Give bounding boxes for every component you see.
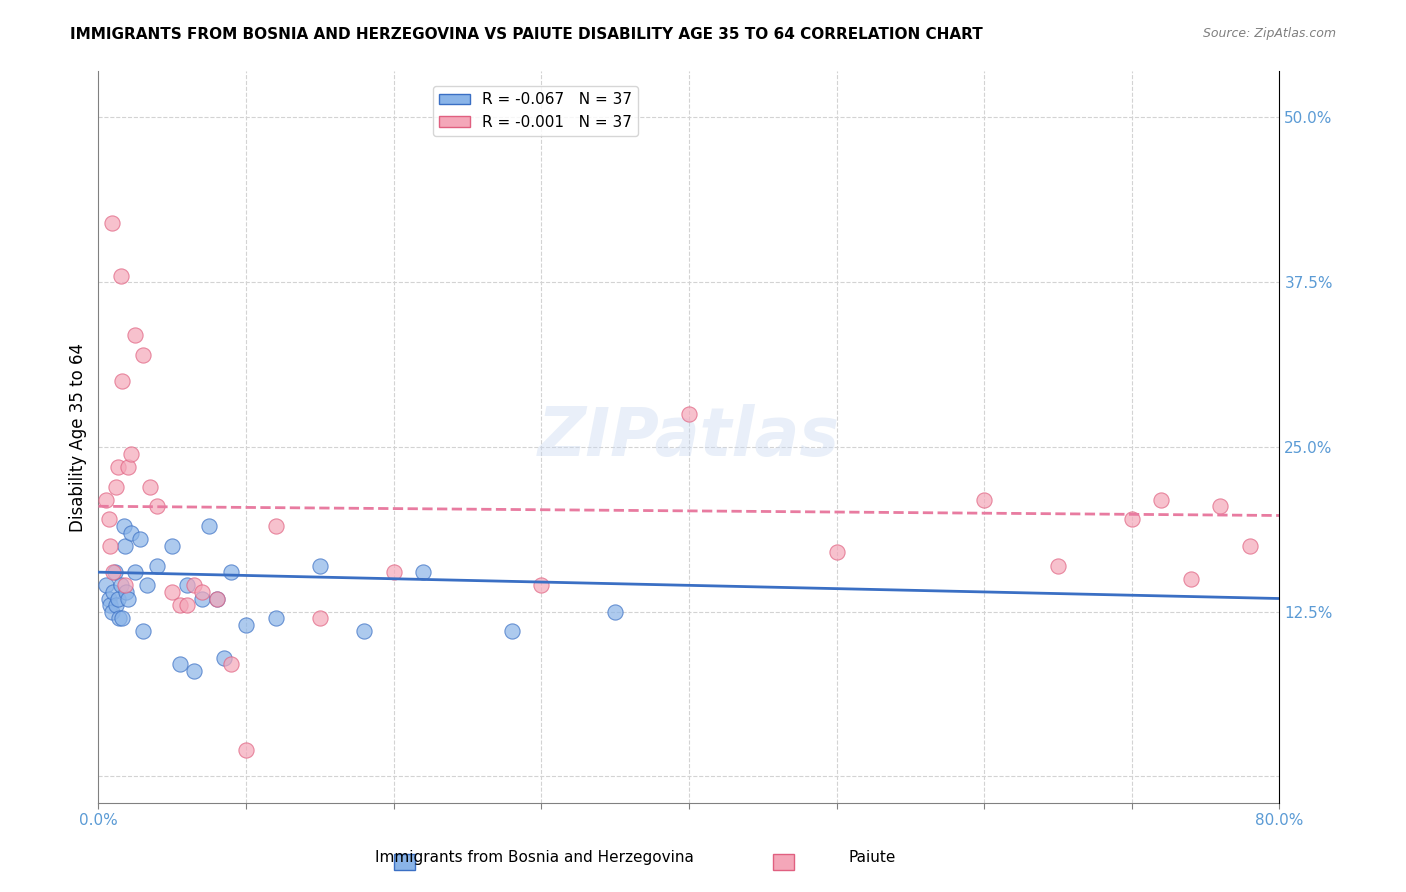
Point [97, 512, 120, 526]
Point [110, 268, 132, 283]
Point [108, 611, 131, 625]
Point [169, 598, 191, 612]
Point [100, 216, 122, 230]
Point [132, 624, 155, 639]
Point [973, 492, 995, 507]
Point [105, 598, 128, 612]
Point [530, 578, 553, 592]
Point [176, 578, 198, 592]
Point [382, 565, 405, 579]
Text: Paiute: Paiute [848, 850, 896, 865]
Text: Source: ZipAtlas.com: Source: ZipAtlas.com [1202, 27, 1336, 40]
Legend: R = -0.067   N = 37, R = -0.001   N = 37: R = -0.067 N = 37, R = -0.001 N = 37 [433, 87, 638, 136]
Point [1121, 512, 1143, 526]
Point [105, 479, 128, 493]
Point [100, 605, 122, 619]
Text: Immigrants from Bosnia and Herzegovina: Immigrants from Bosnia and Herzegovina [375, 850, 693, 865]
Point [1046, 558, 1069, 573]
Point [110, 578, 132, 592]
Point [235, 618, 257, 632]
Point [191, 591, 214, 606]
Point [139, 479, 162, 493]
Text: IMMIGRANTS FROM BOSNIA AND HERZEGOVINA VS PAIUTE DISABILITY AGE 35 TO 64 CORRELA: IMMIGRANTS FROM BOSNIA AND HERZEGOVINA V… [70, 27, 983, 42]
Point [97, 591, 120, 606]
Point [114, 578, 136, 592]
Point [94, 492, 117, 507]
Point [309, 611, 332, 625]
Point [1150, 492, 1173, 507]
Point [176, 598, 198, 612]
Point [103, 565, 125, 579]
Point [98, 539, 121, 553]
Point [169, 657, 191, 672]
Point [124, 565, 146, 579]
Point [235, 743, 257, 757]
Point [120, 446, 142, 460]
Point [107, 591, 129, 606]
Point [219, 565, 242, 579]
Point [162, 539, 183, 553]
Point [162, 585, 183, 599]
Point [1239, 539, 1261, 553]
Point [111, 374, 134, 388]
Y-axis label: Disability Age 35 to 64: Disability Age 35 to 64 [69, 343, 87, 532]
Point [114, 539, 136, 553]
Point [146, 500, 169, 514]
Point [117, 459, 139, 474]
Point [605, 605, 627, 619]
Point [1209, 500, 1232, 514]
Point [117, 591, 139, 606]
Point [825, 545, 848, 559]
Point [94, 578, 117, 592]
Point [132, 348, 155, 362]
Point [111, 611, 134, 625]
Point [146, 558, 169, 573]
Point [353, 624, 375, 639]
Point [112, 519, 135, 533]
Point [136, 578, 159, 592]
Point [264, 519, 287, 533]
Point [115, 585, 138, 599]
Point [183, 664, 205, 678]
Point [678, 407, 700, 421]
Point [183, 578, 205, 592]
Point [198, 519, 221, 533]
Point [98, 598, 121, 612]
Point [104, 565, 127, 579]
Point [103, 585, 125, 599]
Point [128, 533, 150, 547]
Point [212, 650, 235, 665]
Point [205, 591, 228, 606]
Point [264, 611, 287, 625]
Point [501, 624, 523, 639]
Point [120, 525, 142, 540]
Point [205, 591, 228, 606]
Point [412, 565, 434, 579]
Point [107, 459, 129, 474]
Point [219, 657, 242, 672]
Point [124, 327, 146, 342]
Point [191, 585, 214, 599]
Text: ZIPatlas: ZIPatlas [538, 404, 839, 470]
Point [1180, 572, 1202, 586]
Point [309, 558, 332, 573]
